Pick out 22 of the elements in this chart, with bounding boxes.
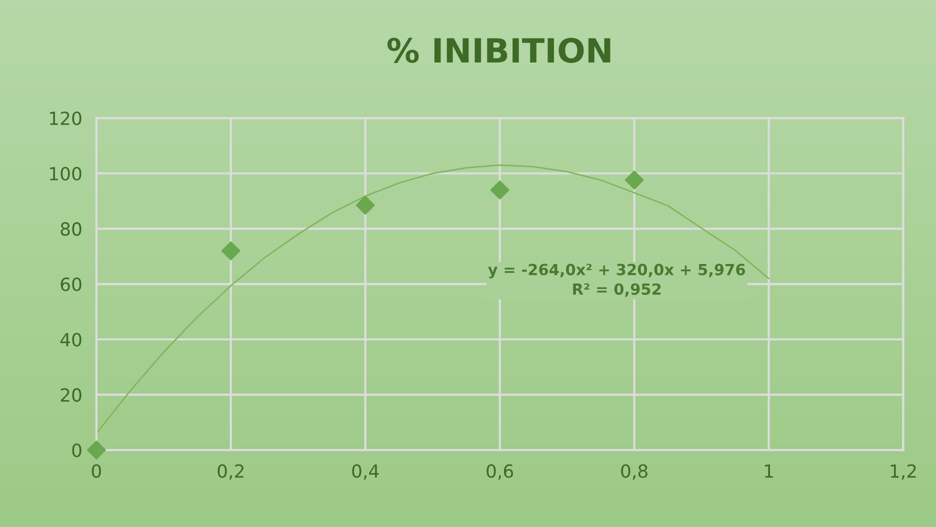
point <box>86 440 106 460</box>
chart-title: % INIBITION <box>387 38 610 63</box>
y-tick-label: 20 <box>60 388 82 402</box>
line-series <box>96 164 770 434</box>
y-tick-label: 80 <box>60 222 82 236</box>
y-tick-label: 120 <box>50 112 82 126</box>
point <box>221 241 240 260</box>
x-tick-label: 0,6 <box>486 464 514 480</box>
x-tick-label: 0 <box>92 464 101 478</box>
y-tick-label: 40 <box>60 332 82 347</box>
point <box>356 196 375 215</box>
x-tick-label: 0,8 <box>621 464 648 480</box>
point <box>624 170 644 190</box>
x-tick-label: 0,2 <box>218 464 244 480</box>
annotation: y = -264,0x² + 320,0x + 5,976 R² = 0,952 <box>488 264 745 297</box>
x-tick-label: 1,2 <box>890 464 916 480</box>
x-tick-label: 1 <box>765 464 773 478</box>
x-tick-label: 0,4 <box>352 464 379 480</box>
y-tick-label: 60 <box>60 278 82 292</box>
point <box>490 180 510 200</box>
y-tick-label: 0 <box>72 444 82 458</box>
y-tick-label: 100 <box>50 166 82 180</box>
